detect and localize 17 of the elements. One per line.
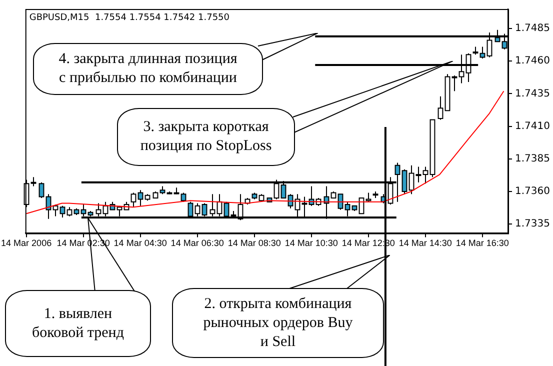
annotation: 4. закрыта длинная позиция с прибылью по комбинации — [58, 50, 238, 88]
x-tick-label: 14 Mar 06:30 — [170, 238, 224, 248]
x-tick-label: 14 Mar 16:30 — [456, 238, 509, 248]
y-tick-label: 1.7435 — [515, 88, 550, 100]
x-tick-label: 14 Mar 08:30 — [228, 238, 281, 248]
y-tick-label: 1.7485 — [515, 23, 550, 34]
y-tick-label: 1.7360 — [515, 186, 550, 198]
y-tick-label: 1.7460 — [515, 56, 550, 67]
y-tick-label: 1.7410 — [515, 120, 550, 132]
annotation: 3. закрыта короткая позиция по StopLoss — [140, 118, 272, 156]
x-tick-label: 14 Mar 14:30 — [398, 238, 452, 248]
chart-title: GBPUSD,M15 1.7554 1.7554 1.7542 1.7550 — [29, 12, 230, 23]
x-tick-label: 14 Mar 04:30 — [114, 238, 167, 248]
y-tick-label: 1.7335 — [515, 218, 550, 230]
x-tick-label: 14 Mar 10:30 — [284, 238, 338, 248]
x-tick-label: 14 Mar 2006 — [1, 238, 52, 248]
y-tick-label: 1.7385 — [515, 153, 550, 164]
